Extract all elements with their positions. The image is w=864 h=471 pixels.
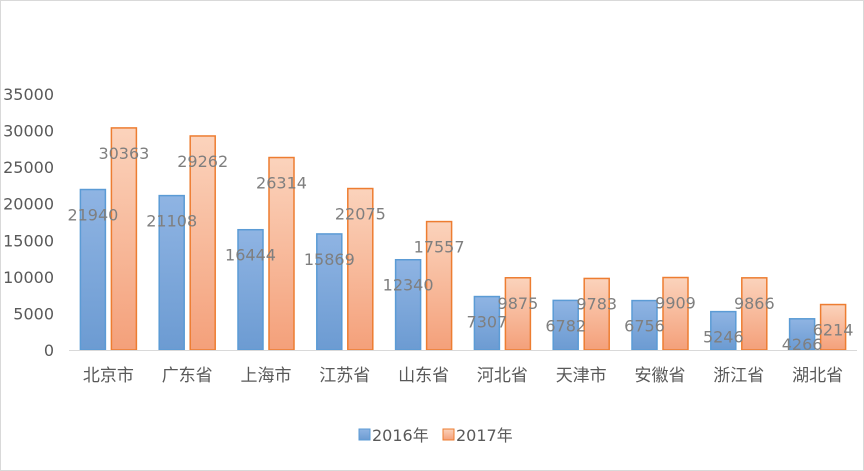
bar-series2 <box>425 220 453 351</box>
data-label: 17557 <box>414 238 465 257</box>
y-tick-label: 10000 <box>3 268 54 287</box>
x-axis-category-labels: 北京市 广东省 上海市 江苏省 山东省 河北省 天津市 安徽省 浙江省 湖北省 <box>83 366 843 386</box>
data-label: 21108 <box>146 212 197 231</box>
data-label: 5246 <box>703 328 744 347</box>
y-tick-label: 15000 <box>3 231 54 250</box>
data-label: 6756 <box>624 317 665 336</box>
data-label: 7307 <box>467 313 508 332</box>
data-label: 9866 <box>734 294 775 313</box>
x-tick-label: 安徽省 <box>635 366 686 386</box>
y-tick-label: 35000 <box>3 85 54 104</box>
y-tick-label: 0 <box>44 341 54 360</box>
bar-series1 <box>79 188 107 351</box>
bars-group <box>79 127 847 351</box>
x-tick-label: 山东省 <box>398 366 449 386</box>
bar-series1 <box>788 318 816 351</box>
bar-series2 <box>583 277 610 351</box>
bar-series1 <box>473 295 501 351</box>
bar-series2 <box>189 135 216 351</box>
bar-series2 <box>504 277 532 351</box>
data-label: 9783 <box>576 294 617 313</box>
bar-series2 <box>347 187 374 351</box>
data-label: 9875 <box>498 294 539 313</box>
y-tick-label: 20000 <box>3 195 54 214</box>
y-tick-label: 25000 <box>3 158 54 177</box>
legend-swatch <box>442 428 455 441</box>
data-label: 29262 <box>177 152 228 171</box>
x-tick-label: 河北省 <box>477 366 528 386</box>
data-label: 6214 <box>813 321 854 340</box>
bar-series2 <box>662 276 689 351</box>
bar-series2 <box>819 303 847 351</box>
data-label: 15869 <box>304 250 355 269</box>
x-tick-label: 北京市 <box>83 366 134 386</box>
x-tick-label: 天津市 <box>556 366 607 386</box>
data-labels-group: 21940 30363 21108 29262 16444 26314 15869 22075… <box>67 144 853 354</box>
data-label: 16444 <box>225 246 276 265</box>
x-tick-label: 上海市 <box>241 366 292 386</box>
x-tick-label: 湖北省 <box>792 366 843 386</box>
bar-series2 <box>741 277 768 351</box>
legend-label: 2016年 <box>372 426 429 445</box>
data-label: 22075 <box>335 205 386 224</box>
y-tick-label: 30000 <box>3 122 54 141</box>
data-label: 12340 <box>383 276 434 295</box>
legend-label: 2017年 <box>456 426 513 445</box>
data-label: 4266 <box>782 335 823 354</box>
data-label: 6782 <box>545 316 586 335</box>
y-tick-label: 5000 <box>13 304 54 323</box>
legend: 2016年 2017年 <box>358 426 513 445</box>
y-axis-tick-labels: 0 5000 10000 15000 20000 25000 30000 35000 <box>3 85 54 360</box>
bar-series2 <box>268 156 295 351</box>
x-tick-label: 江苏省 <box>319 366 370 386</box>
data-label: 21940 <box>67 206 118 225</box>
data-label: 30363 <box>98 144 149 163</box>
bar-series1 <box>394 258 422 351</box>
bar-series1 <box>710 310 737 351</box>
data-label: 9909 <box>655 294 696 313</box>
x-tick-label: 浙江省 <box>713 366 764 386</box>
legend-swatch <box>358 428 371 441</box>
bar-series2 <box>110 127 138 351</box>
data-label: 26314 <box>256 174 307 193</box>
x-tick-label: 广东省 <box>162 366 213 386</box>
